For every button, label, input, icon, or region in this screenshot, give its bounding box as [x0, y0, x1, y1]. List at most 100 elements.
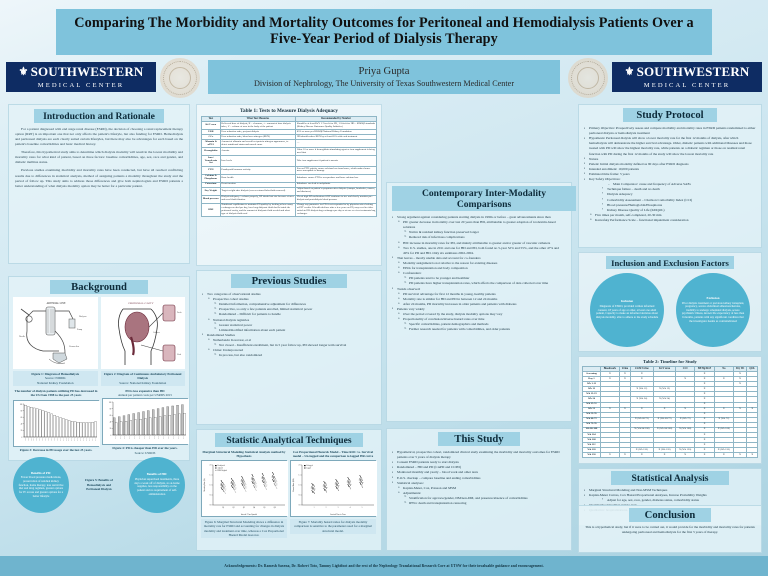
list-item: Native & residual kidney function preser…: [392, 230, 566, 235]
table-cell: Anemia: [219, 147, 297, 157]
svg-text:2012: 2012: [173, 436, 175, 439]
svg-text:1.0: 1.0: [210, 485, 212, 487]
svg-text:2010: 2010: [89, 438, 91, 441]
figure3-block: The number of dialysis patients utilizin…: [13, 389, 100, 455]
table-row: Hemoglobin Anemia Value 10 or more if hemo…: [201, 147, 377, 157]
svg-text:4: 4: [350, 507, 351, 509]
table-cell: Parathyroid hormone activity: [219, 165, 297, 175]
list-item: Randomized – Difficult for patients to h…: [202, 312, 376, 317]
benefits-pd-circle: Benefits of PD: Fewer blood pressure medi…: [13, 456, 69, 513]
table-cell: Excess PTH activity causes calcium loss …: [295, 165, 377, 175]
table-cell: Calcium & Phosphorus: [201, 173, 221, 183]
table-header-cell: BP Hg/Dr-P: [693, 365, 716, 373]
list-item: Dialysis Adequacy: [584, 191, 756, 197]
table-cell: X: [675, 452, 695, 459]
svg-text:80: 80: [110, 409, 112, 411]
svg-text:100: 100: [109, 402, 112, 404]
poster-title-band: Comparing The Morbidity and Mortality Ou…: [56, 9, 712, 55]
svg-text:Hazard Ratio (HR): Hazard Ratio (HR): [292, 478, 295, 491]
table-cell: HD should reduce BUN by at least 65% wit…: [295, 134, 377, 141]
table-row: Dry Weight Target weight after dialysis (…: [201, 186, 377, 196]
svg-text:Pump: Pump: [77, 329, 83, 331]
list-item: Comorbidity Assessment – Charlson Comorb…: [584, 197, 756, 203]
study-protocol-heading: Study Protocol: [623, 108, 717, 122]
table-row: Potassium Heart function Imbalance can lea…: [201, 181, 377, 188]
logo-wordmark-right: SOUTHWESTERN: [636, 64, 750, 79]
table-cell: X: [652, 452, 677, 459]
svg-text:2.0: 2.0: [210, 465, 212, 467]
svg-text:2006: 2006: [77, 438, 79, 441]
svg-text:PERITONEAL CAVITY: PERITONEAL CAVITY: [128, 302, 153, 305]
list-item: Prospective, so only a few patients enro…: [202, 307, 376, 312]
list-item: After 24 months, PD mortality increases …: [392, 302, 566, 307]
table-cell: Urea reduction ratio, blood urea nitroge…: [219, 134, 297, 141]
svg-text:1995: 1995: [45, 438, 47, 441]
page-title: Comparing The Morbidity and Mortality Ou…: [74, 15, 694, 47]
inclusion-circle: Inclusion Diagnosis of ESRD, provided wri…: [590, 273, 664, 347]
svg-text:100: 100: [20, 404, 23, 406]
list-item: PD: greater decrease in mortality over l…: [392, 220, 566, 230]
table-row: CCr Urea reduction ratio, blood urea nitr…: [201, 134, 377, 141]
previous-studies-panel: Previous Studies Two categories of obser…: [196, 270, 382, 425]
list-item: Two categories of observational studies: [202, 291, 376, 297]
list-item: National dialysis registries: [202, 318, 376, 323]
svg-text:Lagged: Lagged: [306, 467, 311, 470]
svg-text:1998: 1998: [54, 438, 56, 441]
svg-text:2005: 2005: [139, 436, 141, 439]
svg-text:2000: 2000: [114, 436, 116, 439]
list-item: Specific comorbidities, patient demograp…: [392, 322, 566, 327]
table-cell: —: [295, 139, 377, 149]
contemporary-panel: Contemporary Inter-Modality Comparisons …: [386, 182, 576, 422]
svg-text:Fresh: Fresh: [177, 312, 181, 314]
table-header-cell: [582, 365, 601, 373]
msm-scatter-chart: 0.0 0.5 1.0 1.5 2.0 Q1 Q2 Q3 Q4 Q5 Q6 Mortality Rat…: [201, 460, 288, 517]
list-item: Further research needed for patients wit…: [392, 327, 566, 332]
table-cell: Check high BP medications if BP continue…: [295, 194, 377, 204]
svg-text:0.0: 0.0: [210, 505, 212, 507]
svg-text:60: 60: [110, 415, 112, 417]
table-row: Wk 1-11 X X: [582, 381, 758, 388]
svg-text:2005: 2005: [74, 438, 76, 441]
svg-text:2011: 2011: [168, 436, 170, 439]
svg-text:1996: 1996: [48, 438, 50, 441]
hemodialysis-diagram: ARTERIAL LINE Dialyzer Pump: [13, 297, 98, 369]
svg-text:2001: 2001: [62, 438, 64, 441]
study-protocol-panel: Study Protocol Primary Objective: Prospe…: [578, 104, 762, 248]
table-cell: Change any parameter for PD if not respo…: [295, 202, 377, 218]
list-item: PD patients have higher transplantation …: [392, 281, 566, 286]
table-cell: Albumin & nPNA: [201, 139, 221, 149]
list-item: Prospective cohort studies: [202, 297, 376, 302]
svg-text:2003: 2003: [68, 438, 70, 441]
table-cell: Blood pressure: [201, 194, 221, 204]
svg-text:Interval / Time Quantile: Interval / Time Quantile: [241, 514, 258, 516]
list-item: Hypothesis: Peritoneal dialysis will sho…: [584, 136, 756, 156]
introduction-paragraph: Previous studies examining morbidity and…: [15, 168, 183, 188]
list-item: HD: increase in mortality rates for PD, …: [392, 241, 566, 246]
author-band: Priya Gupta Division of Nephrology, The …: [208, 60, 560, 94]
svg-text:2006: 2006: [144, 436, 146, 439]
list-item: Estimated time frame: 5 years: [584, 171, 756, 177]
table-cell: Iron levels: [219, 155, 297, 167]
list-item: China: Underpowered: [202, 348, 376, 353]
table-header-cell: What Test Measures: [219, 115, 297, 123]
svg-text:1989: 1989: [27, 438, 29, 441]
list-item: Two U.S. studies, one in 2011 and one fo…: [392, 246, 566, 256]
svg-text:2009: 2009: [158, 436, 160, 439]
list-item: Trends observed:: [392, 286, 566, 292]
table-cell: Delivered dose of dialysis, K = clearanc…: [219, 121, 297, 131]
svg-text:0: 0: [110, 435, 111, 437]
table-row: Albumin & nPNA Amount of albumin and over…: [201, 139, 377, 149]
svg-text:1997: 1997: [51, 438, 53, 441]
svg-text:Q3: Q3: [243, 507, 245, 509]
table-cell: X: [714, 452, 734, 459]
svg-text:40: 40: [21, 424, 23, 426]
pd-usage-bar-chart: 0 20 40 60 80 100 1988 1989 1990 1991 1992 1993 1994…: [13, 399, 100, 447]
table-cell: Take iron supplement if patient is anemi…: [295, 155, 377, 167]
svg-text:1992: 1992: [36, 438, 38, 441]
svg-text:Un-adjusted: Un-adjusted: [217, 465, 225, 467]
table2-panel: Table 2: Timeline for Study Bloodwork Uri…: [578, 356, 762, 464]
utsw-logo-left: ⚜ SOUTHWESTERN MEDICAL CENTER: [6, 62, 156, 92]
svg-text:1: 1: [314, 507, 315, 509]
svg-text:1991: 1991: [33, 438, 35, 441]
